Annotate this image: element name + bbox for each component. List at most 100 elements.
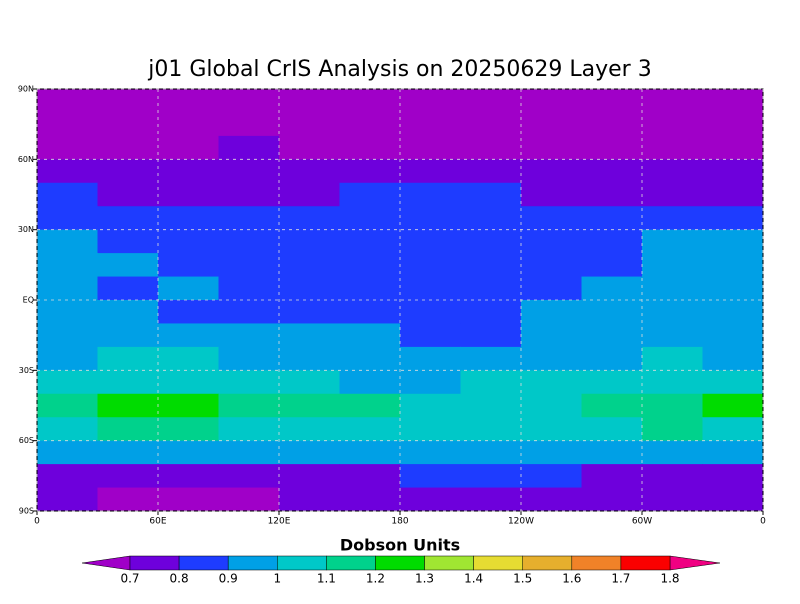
field-cell (218, 464, 280, 489)
field-cell (37, 112, 98, 137)
colorbar-tick-label: 0.8 (170, 572, 189, 586)
field-cell (339, 346, 401, 371)
colorbar-tick-label: 1.2 (366, 572, 385, 586)
field-cell (460, 206, 522, 231)
field-cell (158, 253, 219, 278)
field-cell (460, 182, 522, 207)
field-cell (218, 159, 280, 184)
field-cell (521, 393, 582, 418)
colorbar-tick-label: 1.7 (611, 572, 630, 586)
field-cell (279, 229, 340, 254)
field-cell (97, 276, 159, 301)
field-cell (642, 89, 703, 113)
field-cell (400, 487, 461, 512)
colorbar-box (424, 555, 474, 571)
colorbar-box (620, 555, 671, 571)
field-cell (279, 112, 340, 137)
field-cell (702, 276, 764, 301)
x-tick-label: 60E (149, 517, 166, 527)
field-cell (702, 229, 764, 254)
field-cell (37, 440, 98, 465)
field-cell (97, 182, 159, 207)
field-cell (521, 229, 582, 254)
field-cell (581, 112, 643, 137)
colorbar-tick-label: 1.3 (415, 572, 434, 586)
field-cell (400, 229, 461, 254)
field-cell (581, 206, 643, 231)
x-tick-label: 0 (34, 517, 40, 527)
x-tick-label: 180 (391, 517, 408, 527)
field-cell (642, 300, 703, 324)
field-cell (37, 346, 98, 371)
colorbar-tick-label: 1 (273, 572, 281, 586)
field-cell (279, 323, 340, 348)
field-cell (702, 370, 764, 395)
field-cell (642, 276, 703, 301)
field-cell (339, 89, 401, 113)
field-cell (581, 159, 643, 184)
field-cell (460, 135, 522, 160)
field-cell (37, 487, 98, 512)
field-cell (642, 393, 703, 418)
field-cell (218, 370, 280, 395)
field-cell (460, 253, 522, 278)
field-cell (400, 300, 461, 324)
field-cell (460, 229, 522, 254)
colorbar-box (227, 555, 278, 571)
field-cell (702, 89, 764, 113)
field-cell (97, 393, 159, 418)
field-cell (642, 464, 703, 489)
field-cell (158, 229, 219, 254)
colorbar-box (473, 555, 523, 571)
field-cell (218, 417, 280, 442)
field-cell (642, 182, 703, 207)
field-cell (158, 417, 219, 442)
field-cell (400, 346, 461, 371)
field-cell (218, 393, 280, 418)
field-cell (642, 159, 703, 184)
field-cell (37, 464, 98, 489)
field-cell (642, 417, 703, 442)
field-cell (642, 370, 703, 395)
field-cell (521, 89, 582, 113)
field-cell (97, 346, 159, 371)
colorbar-box (178, 555, 229, 571)
x-tick-label: 120E (268, 517, 291, 527)
field-cell (97, 89, 159, 113)
field-cell (339, 487, 401, 512)
field-cell (581, 487, 643, 512)
field-cell (37, 182, 98, 207)
field-cell (581, 346, 643, 371)
field-cell (339, 112, 401, 137)
y-tick-label: 60N (18, 155, 34, 164)
field-cell (97, 323, 159, 348)
field-cell (279, 417, 340, 442)
field-cell (158, 89, 219, 113)
field-cell (702, 300, 764, 324)
field-cell (581, 370, 643, 395)
field-cell (702, 112, 764, 137)
field-cell (218, 229, 280, 254)
colorbar-box (375, 555, 425, 571)
field-cell (521, 253, 582, 278)
field-cell (521, 464, 582, 489)
field-cell (158, 323, 219, 348)
field-cell (521, 346, 582, 371)
field-cell (279, 89, 340, 113)
field-cell (460, 464, 522, 489)
field-cell (279, 393, 340, 418)
field-cell (218, 112, 280, 137)
x-tick-label: 120W (508, 517, 534, 527)
field-cell (460, 393, 522, 418)
field-cell (339, 464, 401, 489)
y-tick-label: 90N (18, 85, 34, 94)
colorbar-tick-label: 1.6 (562, 572, 581, 586)
field-cell (158, 159, 219, 184)
field-cell (97, 135, 159, 160)
field-cell (97, 487, 159, 512)
field-cell (218, 89, 280, 113)
field-cell (581, 393, 643, 418)
field-cell (460, 300, 522, 324)
field-cell (97, 112, 159, 137)
